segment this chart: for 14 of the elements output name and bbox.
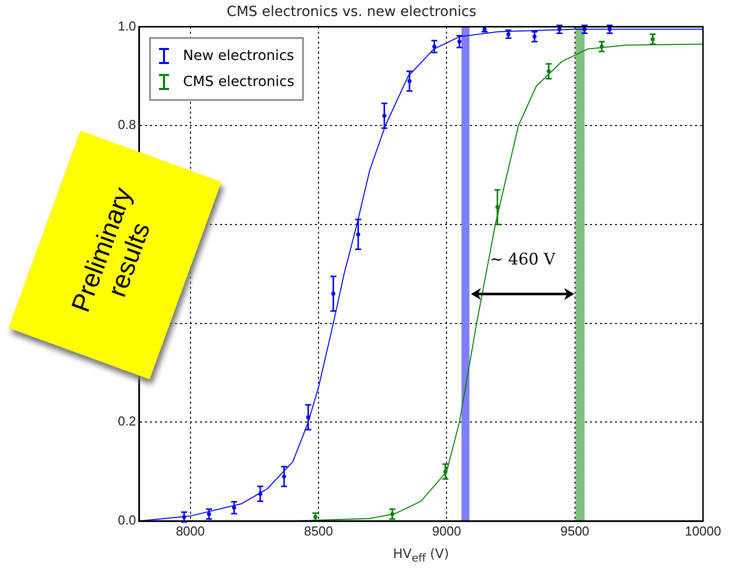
- x-tick-label: 8000: [176, 523, 205, 538]
- annotation: ∼ 460 V: [488, 248, 556, 271]
- x-tick-label: 9000: [432, 523, 462, 538]
- y-tick-label: 0.0: [118, 512, 136, 528]
- x-tick-label: 10000: [684, 523, 722, 538]
- legend-label: New electronics: [183, 48, 294, 64]
- legend-label: CMS electronics: [183, 74, 294, 90]
- chart-title: CMS electronics vs. new electronics: [226, 4, 476, 20]
- y-tick-label: 1.0: [118, 18, 136, 34]
- x-tick-label: 8500: [304, 523, 333, 538]
- x-axis-title: HV$_{eff}$ (V): [393, 547, 449, 565]
- x-tick-label: 9500: [560, 523, 590, 538]
- y-tick-label: 0.8: [118, 117, 136, 132]
- y-tick-label: 0.2: [118, 414, 136, 429]
